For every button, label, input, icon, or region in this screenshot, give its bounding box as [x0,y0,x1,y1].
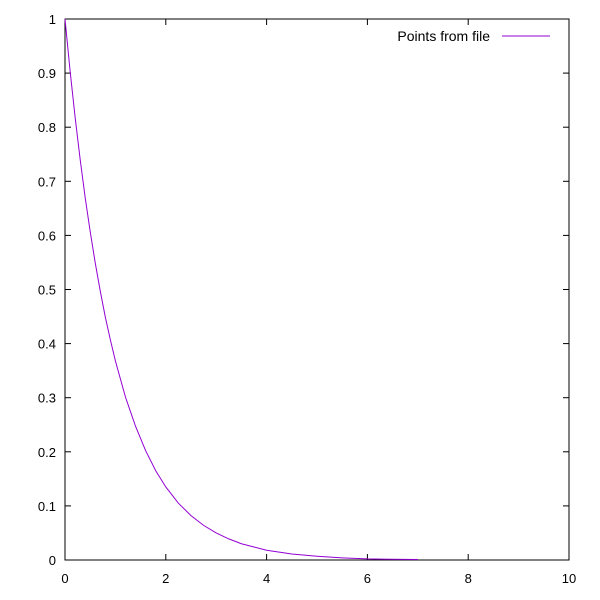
series-line [64,18,418,560]
legend-label: Points from file [397,28,490,44]
y-tick-label: 0.1 [38,499,56,514]
x-tick-label: 10 [562,571,576,586]
y-tick-label: 0.9 [38,66,56,81]
series-layer [64,18,418,560]
x-tick-label: 4 [263,571,270,586]
x-tick-label: 8 [465,571,472,586]
x-tick-label: 2 [162,571,169,586]
x-tick-label: 6 [364,571,371,586]
y-tick-label: 0 [49,553,56,568]
y-tick-label: 0.6 [38,228,56,243]
x-axis-ticks: 0 2 4 6 8 10 [61,19,576,586]
x-tick-label: 0 [61,571,68,586]
legend: Points from file [397,28,550,44]
y-tick-label: 0.5 [38,283,56,298]
y-tick-label: 0.2 [38,445,56,460]
y-tick-label: 0.3 [38,391,56,406]
y-tick-label: 0.7 [38,174,56,189]
y-tick-label: 0.8 [38,120,56,135]
y-tick-label: 1 [49,12,56,27]
y-axis-ticks: 0 0.1 0.2 0.3 0.4 0.5 0.6 0.7 0.8 0.9 1 [38,12,569,568]
y-tick-label: 0.4 [38,337,56,352]
plot-frame [64,18,570,561]
